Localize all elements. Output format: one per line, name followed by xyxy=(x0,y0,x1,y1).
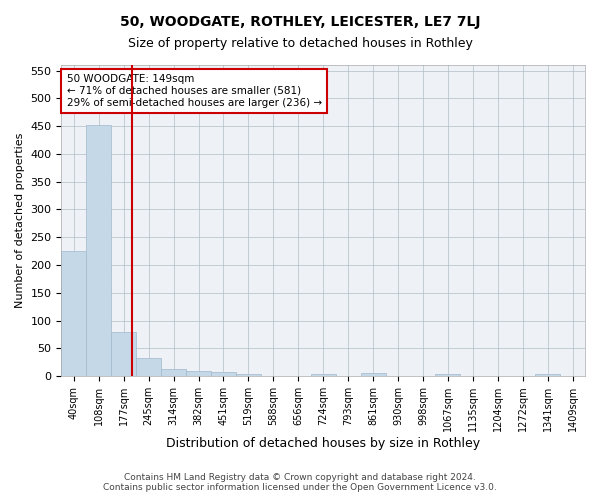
Bar xyxy=(136,358,161,376)
Text: Contains HM Land Registry data © Crown copyright and database right 2024.
Contai: Contains HM Land Registry data © Crown c… xyxy=(103,473,497,492)
Text: 50 WOODGATE: 149sqm
← 71% of detached houses are smaller (581)
29% of semi-detac: 50 WOODGATE: 149sqm ← 71% of detached ho… xyxy=(67,74,322,108)
Text: 50, WOODGATE, ROTHLEY, LEICESTER, LE7 7LJ: 50, WOODGATE, ROTHLEY, LEICESTER, LE7 7L… xyxy=(120,15,480,29)
Y-axis label: Number of detached properties: Number of detached properties xyxy=(15,133,25,308)
Bar xyxy=(186,371,211,376)
Bar xyxy=(535,374,560,376)
Bar xyxy=(161,370,186,376)
Bar xyxy=(436,374,460,376)
Bar xyxy=(361,374,386,376)
Bar xyxy=(236,374,261,376)
Bar xyxy=(111,332,136,376)
Bar xyxy=(61,251,86,376)
Text: Size of property relative to detached houses in Rothley: Size of property relative to detached ho… xyxy=(128,38,472,51)
X-axis label: Distribution of detached houses by size in Rothley: Distribution of detached houses by size … xyxy=(166,437,480,450)
Bar xyxy=(86,125,111,376)
Bar xyxy=(211,372,236,376)
Bar xyxy=(311,374,335,376)
